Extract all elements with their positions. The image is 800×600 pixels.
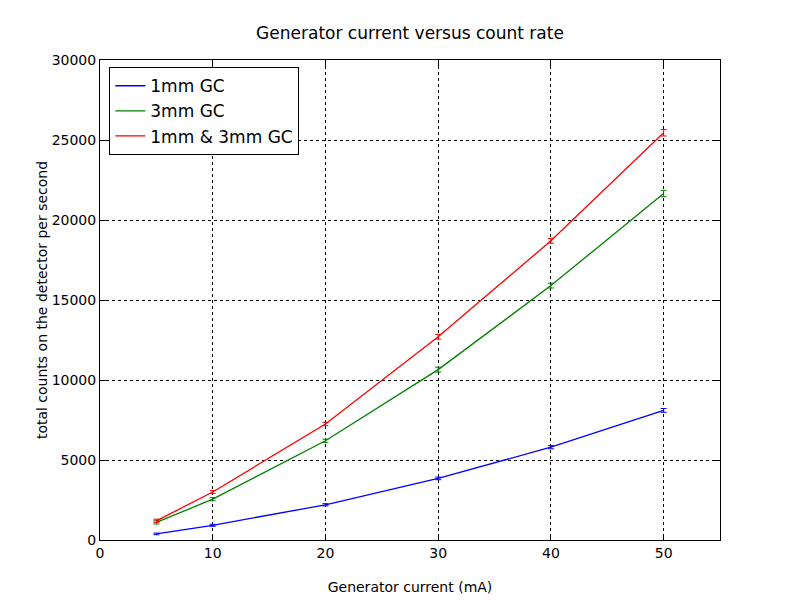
svg-text:10000: 10000 xyxy=(52,372,97,388)
svg-text:30: 30 xyxy=(429,545,447,561)
svg-text:0: 0 xyxy=(96,545,105,561)
svg-text:5000: 5000 xyxy=(61,452,97,468)
svg-text:20000: 20000 xyxy=(52,212,97,228)
svg-text:1mm GC: 1mm GC xyxy=(150,76,224,96)
svg-text:10: 10 xyxy=(204,545,222,561)
svg-text:1mm & 3mm GC: 1mm & 3mm GC xyxy=(150,127,292,147)
svg-text:total counts on the detector p: total counts on the detector per second xyxy=(34,161,50,439)
svg-text:15000: 15000 xyxy=(52,292,97,308)
svg-text:3mm GC: 3mm GC xyxy=(150,101,224,121)
svg-text:30000: 30000 xyxy=(52,52,97,68)
svg-text:25000: 25000 xyxy=(52,132,97,148)
svg-text:20: 20 xyxy=(317,545,335,561)
svg-text:Generator current versus count: Generator current versus count rate xyxy=(256,23,564,43)
svg-text:50: 50 xyxy=(655,545,673,561)
svg-text:Generator current (mA): Generator current (mA) xyxy=(328,579,493,595)
svg-text:40: 40 xyxy=(542,545,560,561)
svg-text:0: 0 xyxy=(87,532,96,548)
